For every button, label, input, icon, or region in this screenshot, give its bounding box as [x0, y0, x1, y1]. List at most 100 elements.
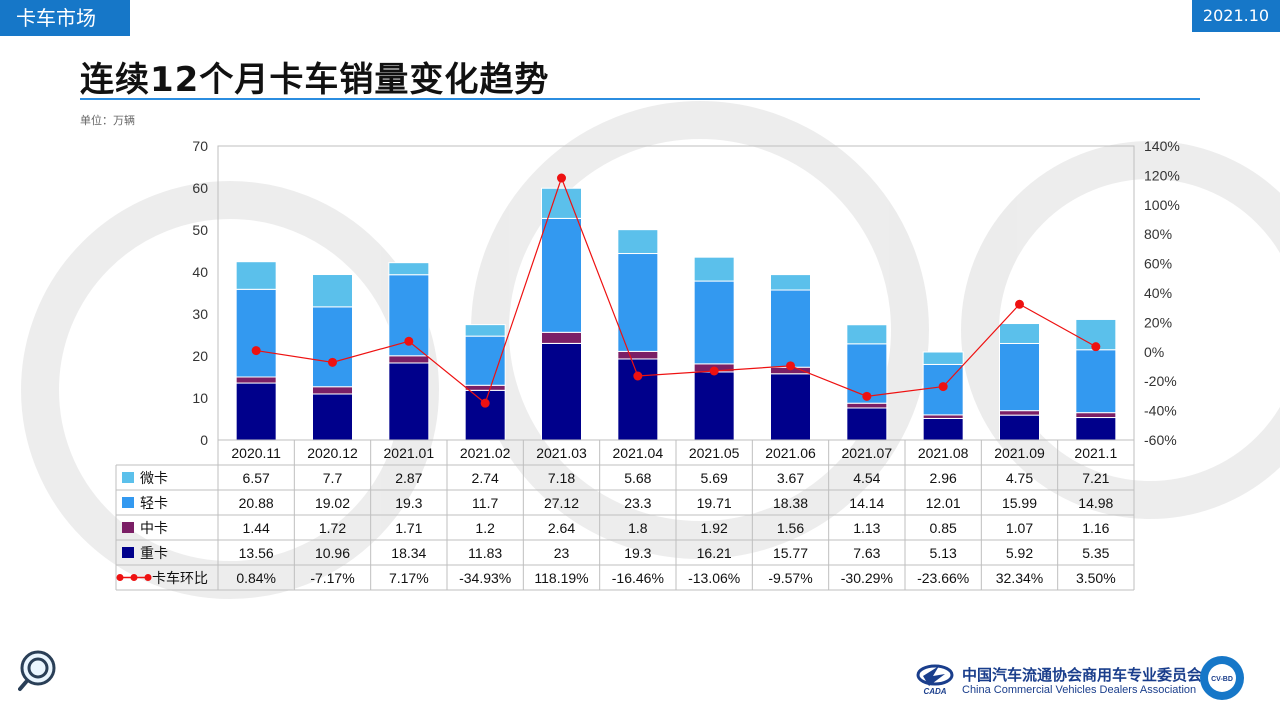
- table-cell: 4.54: [853, 470, 880, 486]
- y-tick-label: 20: [192, 348, 208, 364]
- table-cell: 1.8: [628, 520, 648, 536]
- svg-text:CADA: CADA: [923, 687, 946, 696]
- table-cell: 1.2: [475, 520, 495, 536]
- bar-segment: [464, 324, 506, 337]
- bar-segment: [617, 358, 659, 441]
- bar-segment: [999, 323, 1040, 344]
- table-cell: 1.72: [319, 520, 346, 536]
- mom-point: [404, 336, 414, 346]
- section-tag: 卡车市场: [0, 0, 130, 36]
- table-cell: -16.46%: [612, 570, 664, 586]
- bar-segment: [999, 410, 1040, 416]
- table-cell: 11.83: [468, 545, 502, 561]
- legend-marker: [144, 574, 152, 581]
- table-cell: 1.56: [777, 520, 804, 536]
- legend-swatch: [122, 547, 134, 558]
- table-cell: 2.64: [548, 520, 575, 536]
- category-label: 2021.04: [613, 445, 664, 461]
- category-label: 2021.08: [918, 445, 969, 461]
- table-cell: 18.38: [773, 495, 808, 511]
- bar-segment: [464, 389, 506, 441]
- legend-label: 微卡: [140, 471, 168, 487]
- table-cell: 15.77: [773, 545, 808, 561]
- mom-point: [1015, 299, 1024, 309]
- y-tick-label: 60: [192, 180, 208, 196]
- table-cell: 5.13: [930, 545, 957, 561]
- bar-segment: [464, 384, 506, 391]
- bar-segment: [617, 253, 659, 352]
- table-cell: 20.88: [239, 495, 274, 511]
- table-cell: 118.19%: [534, 570, 588, 586]
- table-cell: 7.7: [323, 470, 343, 486]
- y2-tick-label: 80%: [1144, 226, 1172, 242]
- table-cell: 23: [554, 545, 570, 561]
- bar-segment: [770, 289, 811, 368]
- mom-point: [1091, 342, 1101, 352]
- bar-segment: [770, 373, 811, 441]
- y2-tick-label: -60%: [1144, 432, 1177, 448]
- bar-segment: [388, 355, 430, 364]
- y-tick-label: 10: [192, 390, 208, 406]
- bar-segment: [1075, 349, 1117, 414]
- y2-tick-label: 100%: [1144, 197, 1180, 213]
- table-cell: 1.07: [1006, 520, 1033, 536]
- table-cell: 3.67: [777, 470, 804, 486]
- table-cell: 2.96: [930, 470, 957, 486]
- cada-logo-icon: CADA: [916, 664, 954, 696]
- mom-point: [557, 173, 566, 183]
- title-divider: [80, 98, 1200, 100]
- bar-segment: [846, 402, 888, 409]
- table-cell: 19.3: [395, 495, 422, 511]
- table-cell: 4.75: [1006, 470, 1033, 486]
- bar-segment: [617, 350, 659, 360]
- table-cell: 7.17%: [389, 570, 429, 586]
- table-cell: 19.3: [624, 545, 651, 561]
- category-label: 2021.01: [384, 445, 435, 461]
- footer-org-cn: 中国汽车流通协会商用车专业委员会: [962, 666, 1203, 684]
- category-label: 2021.06: [765, 445, 816, 461]
- legend-swatch: [122, 497, 134, 508]
- magnifier-icon: [18, 650, 56, 691]
- date-badge: 2021.10: [1192, 0, 1280, 32]
- bar-segment: [312, 274, 353, 308]
- table-cell: -30.29%: [841, 570, 893, 586]
- bar-segment: [235, 382, 277, 441]
- bar-segment: [846, 324, 888, 345]
- bar-segment: [541, 217, 582, 333]
- legend-swatch: [122, 472, 134, 483]
- table-cell: -13.06%: [688, 570, 740, 586]
- y-tick-label: 40: [192, 264, 208, 280]
- bar-segment: [846, 407, 888, 441]
- legend-label: 中卡: [140, 521, 168, 537]
- table-cell: 23.3: [624, 495, 651, 511]
- bar-segment: [235, 288, 277, 378]
- bar-segment: [922, 417, 964, 441]
- table-cell: 7.18: [548, 470, 575, 486]
- y2-tick-label: 40%: [1144, 285, 1172, 301]
- bar-segment: [235, 376, 277, 384]
- bar-segment: [312, 306, 353, 388]
- category-label: 2021.03: [536, 445, 587, 461]
- y2-tick-label: 0%: [1144, 344, 1164, 360]
- y-tick-label: 70: [192, 138, 208, 154]
- table-cell: 13.56: [239, 545, 274, 561]
- table-cell: 1.44: [243, 520, 270, 536]
- bar-segment: [922, 414, 964, 419]
- bar-segment: [922, 351, 964, 365]
- table-cell: -34.93%: [459, 570, 511, 586]
- bar-segment: [1075, 417, 1117, 441]
- table-cell: 5.69: [701, 470, 728, 486]
- legend-marker: [116, 574, 124, 581]
- table-cell: 2.87: [395, 470, 422, 486]
- table-cell: 14.14: [849, 495, 884, 511]
- page-title: 连续12个月卡车销量变化趋势: [80, 60, 550, 100]
- legend-label: 重卡: [140, 546, 168, 562]
- mom-point: [786, 361, 795, 371]
- legend-label: 轻卡: [140, 496, 168, 512]
- table-cell: 14.98: [1078, 495, 1113, 511]
- y-tick-label: 50: [192, 222, 208, 238]
- bar-segment: [312, 393, 353, 441]
- category-label: 2021.09: [994, 445, 1045, 461]
- table-cell: 6.57: [243, 470, 270, 486]
